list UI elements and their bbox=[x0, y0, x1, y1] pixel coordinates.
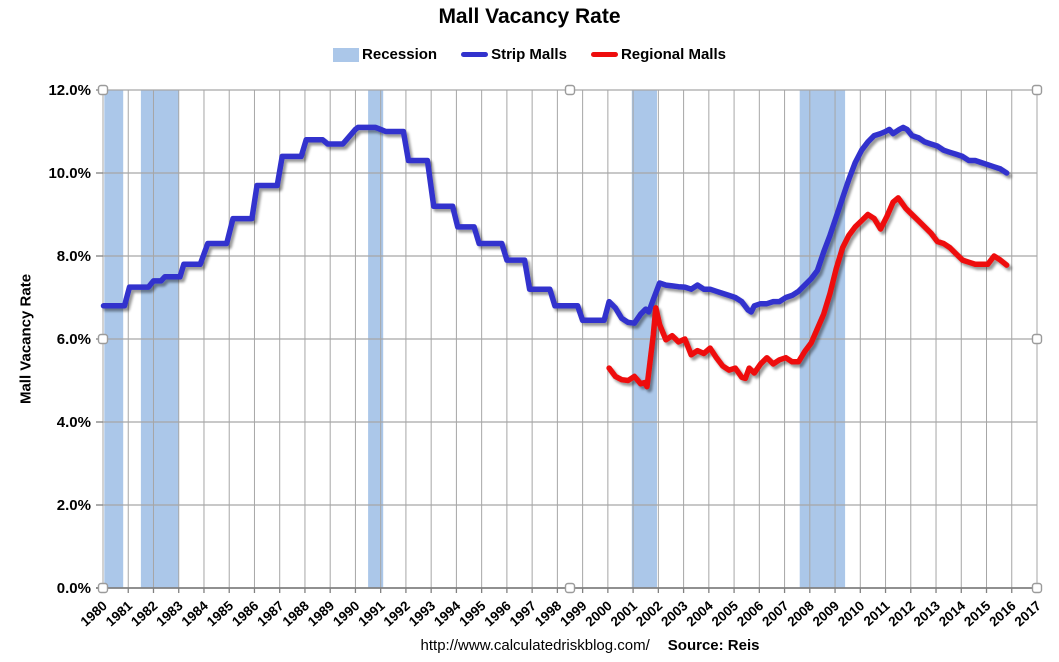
y-tick-label: 12.0% bbox=[48, 82, 91, 99]
x-tick-label: 1985 bbox=[204, 598, 237, 630]
x-tick-label: 2009 bbox=[810, 598, 842, 629]
legend-label-recession: Recession bbox=[362, 46, 438, 63]
x-tick-label: 2016 bbox=[986, 598, 1019, 630]
strip-malls-swatch bbox=[461, 52, 489, 57]
x-tick-label: 2011 bbox=[861, 598, 893, 629]
x-tick-label: 2012 bbox=[885, 598, 917, 629]
x-tick-label: 1991 bbox=[355, 598, 388, 630]
x-tick-label: 1999 bbox=[557, 598, 589, 629]
y-tick-label: 8.0% bbox=[57, 248, 91, 265]
chart-title: Mall Vacancy Rate bbox=[438, 5, 621, 28]
regional-malls-swatch bbox=[590, 52, 618, 57]
legend-item-recession[interactable]: Recession bbox=[333, 46, 437, 63]
x-tick-label: 2000 bbox=[583, 598, 615, 629]
strip-malls-line bbox=[100, 124, 1010, 326]
x-tick-label: 1992 bbox=[381, 598, 413, 629]
selection-handle[interactable] bbox=[1031, 84, 1043, 96]
x-tick-label: 1980 bbox=[78, 598, 110, 629]
x-tick-label: 2017 bbox=[1012, 598, 1044, 629]
x-tick-label: 1997 bbox=[507, 598, 539, 629]
legend-label-regional-malls: Regional Malls bbox=[620, 46, 726, 63]
x-tick-label: 1996 bbox=[482, 598, 515, 630]
x-tick-label: 1995 bbox=[456, 598, 489, 630]
legend: Recession Strip Malls Regional Malls bbox=[0, 46, 1059, 63]
x-tick-label: 1987 bbox=[254, 598, 286, 629]
y-tick-label: 6.0% bbox=[57, 331, 91, 348]
selection-handle[interactable] bbox=[564, 582, 576, 594]
x-tick-label: 1983 bbox=[153, 598, 186, 630]
x-tick-label: 1998 bbox=[532, 598, 565, 630]
footer: http://www.calculatedriskblog.com/Source… bbox=[120, 637, 1059, 654]
y-tick-label: 2.0% bbox=[57, 497, 91, 514]
y-tick-label: 0.0% bbox=[57, 580, 91, 597]
plot-area: 1980198119821983198419851986198719881989… bbox=[48, 82, 1044, 629]
x-tick-label: 2001 bbox=[608, 598, 641, 630]
y-axis-title: Mall Vacancy Rate bbox=[17, 273, 35, 405]
x-tick-label: 1990 bbox=[330, 598, 362, 629]
y-tick-label: 10.0% bbox=[48, 165, 91, 182]
regional-malls-line bbox=[606, 195, 1010, 390]
x-tick-label: 2010 bbox=[835, 598, 867, 629]
x-tick-label: 1993 bbox=[406, 598, 439, 630]
x-tick-label: 2007 bbox=[759, 598, 791, 629]
x-tick-label: 2008 bbox=[784, 598, 817, 630]
x-tick-label: 1989 bbox=[305, 598, 337, 629]
footer-source: Source: Reis bbox=[667, 637, 760, 654]
x-tick-label: 1986 bbox=[229, 598, 262, 630]
x-tick-label: 1984 bbox=[179, 598, 212, 630]
selection-handle[interactable] bbox=[97, 84, 109, 96]
x-tick-label: 2013 bbox=[911, 598, 944, 630]
x-tick-label: 2006 bbox=[734, 598, 767, 630]
x-tick-label: 2004 bbox=[683, 598, 716, 630]
x-tick-label: 1988 bbox=[280, 598, 313, 630]
selection-handle[interactable] bbox=[97, 333, 109, 345]
selection-handle[interactable] bbox=[564, 84, 576, 96]
x-tick-label: 2005 bbox=[709, 598, 742, 630]
footer-url[interactable]: http://www.calculatedriskblog.com/ bbox=[420, 637, 650, 654]
selection-handle[interactable] bbox=[1031, 333, 1043, 345]
x-tick-label: 1982 bbox=[128, 598, 160, 629]
x-tick-label: 2014 bbox=[936, 598, 969, 630]
x-tick-label: 2015 bbox=[961, 598, 994, 630]
x-tick-label: 1994 bbox=[431, 598, 464, 630]
legend-label-strip-malls: Strip Malls bbox=[491, 46, 567, 63]
x-tick-label: 2002 bbox=[633, 598, 665, 629]
legend-item-strip-malls[interactable]: Strip Malls bbox=[461, 46, 567, 63]
x-tick-label: 1981 bbox=[103, 598, 136, 630]
legend-item-regional-malls[interactable]: Regional Malls bbox=[590, 46, 726, 63]
y-tick-label: 4.0% bbox=[57, 414, 91, 431]
selection-handle[interactable] bbox=[1031, 582, 1043, 594]
x-tick-label: 2003 bbox=[658, 598, 691, 630]
recession-swatch bbox=[333, 47, 360, 62]
selection-handle[interactable] bbox=[97, 582, 109, 594]
